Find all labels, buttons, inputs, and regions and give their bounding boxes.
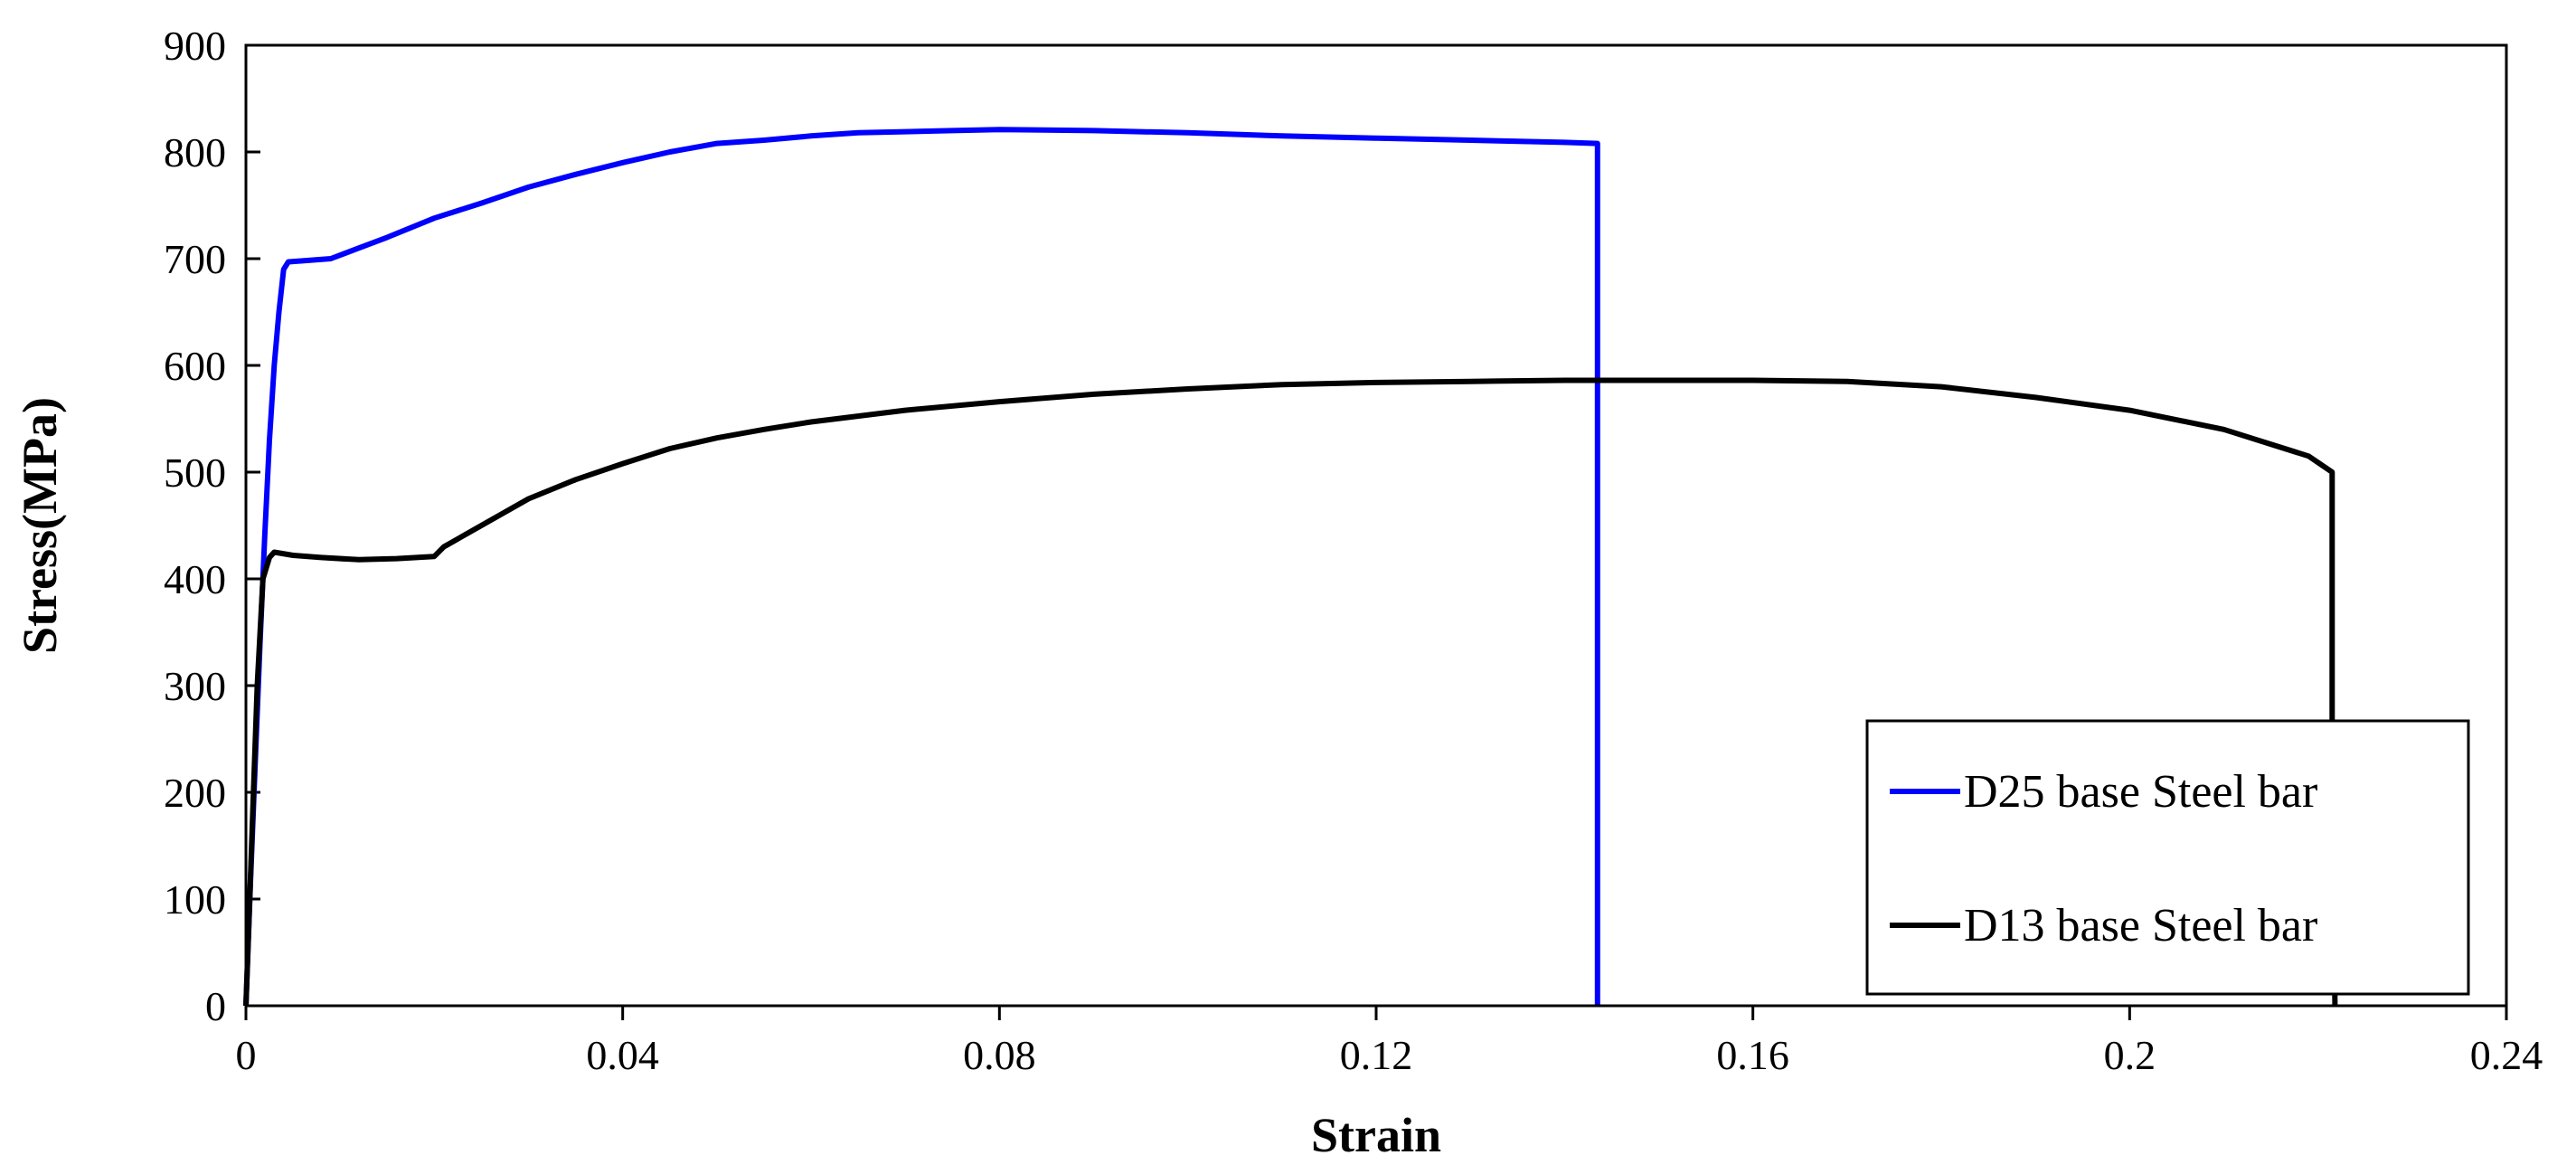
axis-ticks bbox=[244, 43, 2508, 1020]
y-tick-label: 800 bbox=[164, 129, 226, 175]
x-tick-label: 0.2 bbox=[2104, 1032, 2156, 1078]
plot-series bbox=[243, 127, 2338, 1007]
y-axis-title: Stress(MPa) bbox=[13, 397, 67, 654]
y-tick-label: 500 bbox=[164, 450, 226, 496]
plot-area-frame bbox=[244, 43, 2508, 1008]
y-tick-label: 0 bbox=[205, 983, 226, 1029]
series-line-d25 bbox=[243, 127, 1600, 1007]
x-tick-label: 0.08 bbox=[963, 1032, 1036, 1078]
y-tick-label: 100 bbox=[164, 876, 226, 923]
legend: D25 base Steel bar D13 base Steel bar bbox=[1865, 719, 2470, 996]
y-tick-label: 600 bbox=[164, 343, 226, 389]
y-tick-label: 200 bbox=[164, 770, 226, 816]
legend-box bbox=[1865, 719, 2470, 996]
x-axis-title: Strain bbox=[1311, 1108, 1441, 1162]
legend-label-d25: D25 base Steel bar bbox=[1964, 766, 2317, 818]
x-tick-label: 0.12 bbox=[1340, 1032, 1413, 1078]
y-tick-label: 900 bbox=[164, 23, 226, 69]
x-tick-label: 0.04 bbox=[586, 1032, 659, 1078]
x-tick-label: 0 bbox=[236, 1032, 257, 1078]
y-tick-label: 300 bbox=[164, 663, 226, 709]
y-tick-label: 700 bbox=[164, 236, 226, 282]
series-line-d13 bbox=[243, 377, 2338, 1007]
y-tick-label: 400 bbox=[164, 556, 226, 602]
axis-labels: 0 100 200 300 400 500 600 700 800 900 0 0.04 0.08 0.1… bbox=[164, 23, 2543, 1078]
x-tick-label: 0.16 bbox=[1716, 1032, 1789, 1078]
x-tick-label: 0.24 bbox=[2470, 1032, 2543, 1078]
legend-label-d13: D13 base Steel bar bbox=[1964, 900, 2317, 952]
